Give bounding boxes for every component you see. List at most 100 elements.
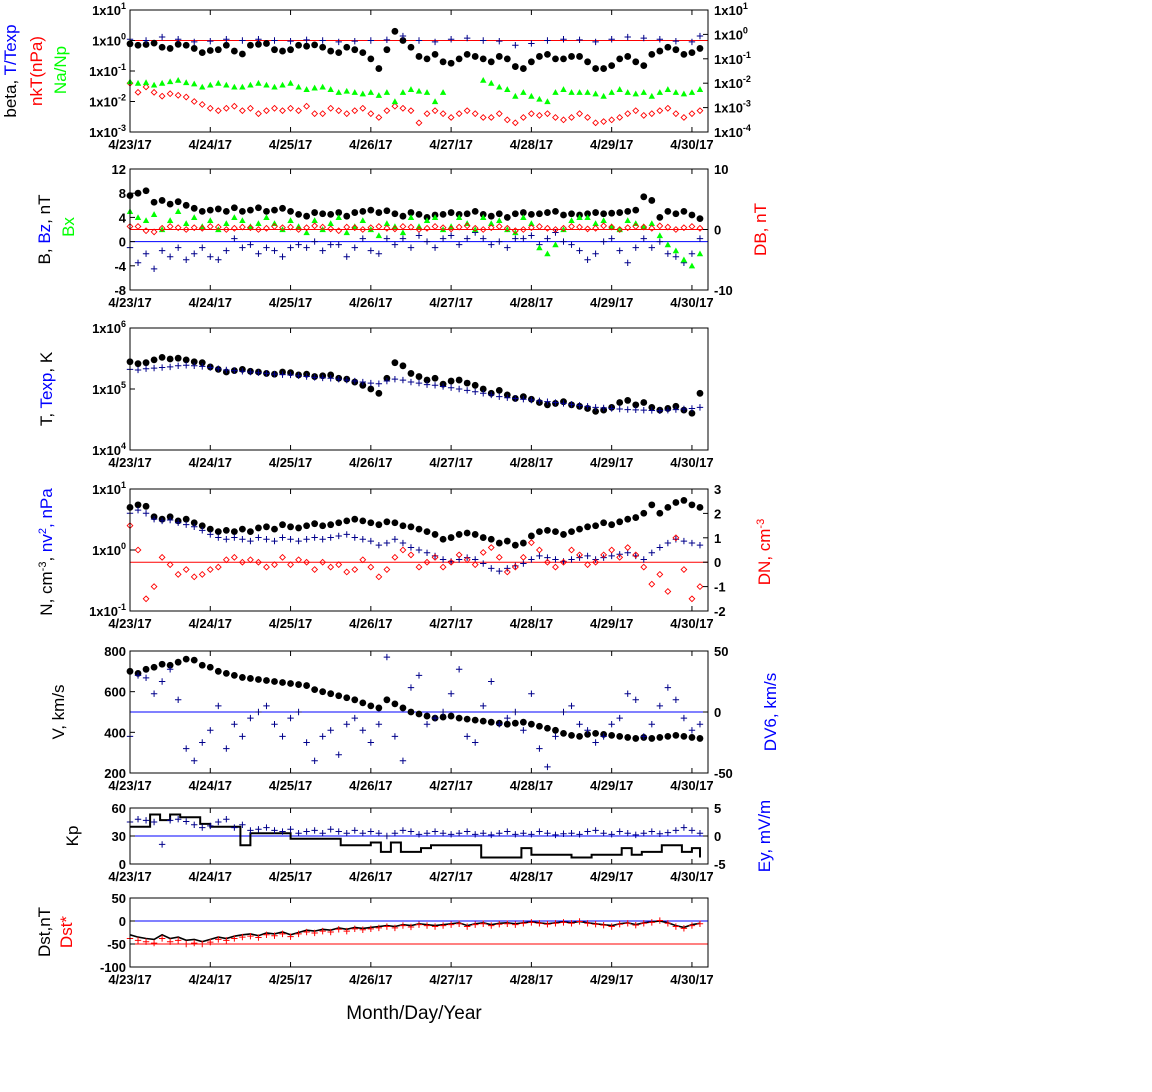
data-point [455, 830, 463, 837]
data-point [239, 37, 246, 44]
data-point [375, 380, 383, 387]
y-tick-right-label: 1x101 [714, 1, 748, 18]
data-point [295, 372, 302, 379]
x-tick-label: 4/25/17 [269, 137, 312, 152]
data-point [535, 111, 543, 119]
data-point [471, 53, 479, 60]
x-tick-label: 4/30/17 [670, 972, 713, 987]
data-point [247, 528, 254, 536]
data-point [536, 828, 543, 835]
data-point [640, 235, 647, 242]
data-point [263, 214, 270, 220]
data-point [600, 92, 607, 99]
data-point [488, 678, 495, 685]
data-point [134, 223, 142, 230]
data-point [191, 939, 198, 947]
data-point [263, 931, 270, 938]
data-point [214, 107, 222, 115]
data-point [295, 241, 302, 248]
data-point [239, 244, 246, 251]
data-point [624, 33, 631, 41]
data-point [592, 65, 600, 72]
data-point [166, 217, 174, 224]
data-point [688, 223, 696, 230]
data-point [688, 405, 696, 412]
data-point [688, 211, 696, 219]
data-point [439, 830, 447, 837]
y-tick-label: 1x10-2 [89, 93, 126, 110]
data-point [263, 563, 270, 571]
data-point [263, 40, 270, 47]
data-point [271, 561, 278, 569]
data-point [206, 566, 214, 573]
x-tick-label: 4/23/17 [108, 295, 151, 310]
data-point [230, 47, 238, 55]
data-point [343, 229, 350, 236]
data-point [592, 522, 600, 530]
y-tick-right-label: 1x10-1 [714, 50, 751, 67]
data-point [287, 37, 294, 45]
data-point [295, 524, 302, 532]
data-point [688, 539, 696, 547]
data-point [680, 224, 688, 232]
data-point [198, 101, 206, 108]
data-point [479, 226, 487, 233]
data-point [463, 529, 471, 537]
data-point [624, 224, 632, 232]
data-point [415, 379, 423, 387]
data-point [142, 217, 150, 224]
data-point [608, 521, 616, 529]
x-tick-label: 4/23/17 [108, 616, 151, 631]
data-point [150, 81, 158, 88]
data-point [560, 55, 567, 63]
data-point [447, 209, 455, 216]
data-point [343, 110, 351, 118]
data-point [327, 210, 335, 218]
y-tick-right-label: 0 [714, 829, 721, 844]
data-point [471, 716, 479, 724]
data-point [182, 41, 190, 49]
data-point [142, 250, 150, 257]
data-point [391, 375, 399, 383]
data-point [576, 53, 583, 60]
data-point [439, 708, 447, 716]
y-tick-label: 800 [104, 644, 126, 659]
data-point [640, 111, 648, 119]
data-point [287, 561, 294, 569]
series-texp [126, 362, 704, 414]
data-point [640, 920, 647, 927]
series-nkt-npa- [126, 79, 704, 127]
data-point [503, 224, 511, 232]
data-point [231, 824, 238, 831]
data-point [544, 224, 551, 232]
data-point [512, 92, 519, 99]
data-point [640, 830, 647, 837]
data-point [608, 116, 616, 124]
data-point [271, 827, 278, 834]
data-point [511, 63, 519, 70]
data-point [696, 583, 704, 591]
data-point [616, 553, 624, 561]
panel-beta: 4/23/17 4/24/17 4/25/17 4/26/17 4/27/17 4/28/… [1, 1, 751, 152]
data-point [520, 89, 527, 95]
data-point [415, 831, 423, 838]
data-point [600, 830, 607, 837]
data-point [303, 522, 311, 530]
data-point [672, 37, 680, 45]
plot-frame [129, 9, 709, 133]
data-point [206, 47, 214, 54]
data-point [696, 735, 704, 742]
data-point [134, 41, 142, 49]
y-axis-title-2: Bx [59, 217, 78, 237]
data-point [343, 223, 351, 231]
data-point [680, 51, 688, 58]
data-point [520, 235, 527, 242]
data-point [519, 553, 527, 561]
data-point [319, 210, 327, 218]
data-point [190, 573, 198, 581]
data-point [223, 536, 230, 543]
data-point [496, 217, 503, 224]
y-tick-label: 1x104 [92, 441, 126, 458]
data-point [166, 938, 174, 945]
data-point [158, 553, 166, 561]
